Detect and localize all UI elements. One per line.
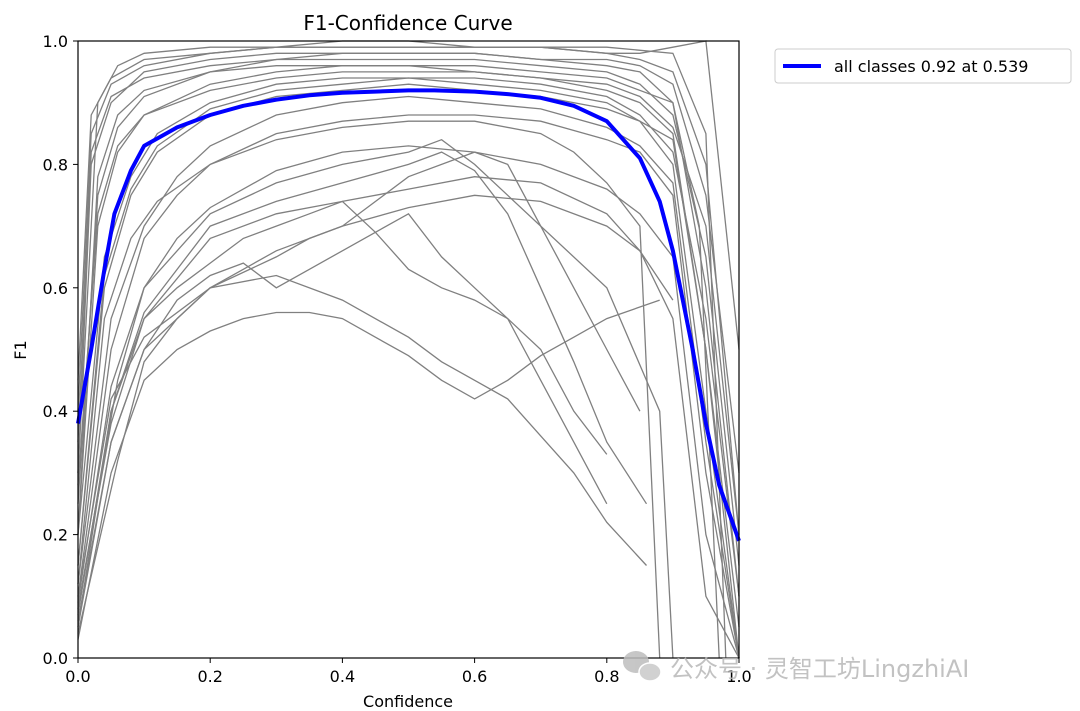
x-tick-label: 0.8: [594, 667, 619, 686]
y-tick-label: 0.2: [43, 526, 68, 545]
class-curve-14: [77, 200, 608, 609]
class-curve-21: [77, 77, 740, 659]
x-axis-label: Confidence: [363, 692, 453, 711]
all-classes-curve-group: [76, 88, 741, 542]
x-tick-label: 1.0: [726, 667, 751, 686]
class-curve-16: [77, 138, 641, 603]
y-tick-label: 0.4: [43, 402, 68, 421]
chart-title: F1-Confidence Curve: [303, 11, 512, 35]
all-classes-curve: [76, 88, 741, 542]
class-curve-3: [77, 58, 740, 566]
wechat-icon: [623, 651, 662, 682]
x-tick-label: 0.0: [65, 667, 90, 686]
y-axis-label: F1: [11, 340, 30, 359]
class-curve-4: [77, 52, 740, 473]
y-tick-label: 1.0: [43, 32, 68, 51]
legend-label-all-classes: all classes 0.92 at 0.539: [834, 57, 1028, 76]
class-curve-8: [77, 95, 740, 659]
class-curve-11: [77, 299, 660, 640]
class-curve-5: [77, 83, 740, 659]
class-curve-24: [77, 71, 740, 535]
class-curve-15: [77, 151, 648, 615]
x-axis-ticks: 0.0 0.2 0.4 0.6 0.8 1.0: [65, 658, 752, 686]
class-curve-19: [77, 46, 727, 659]
class-curve-13: [77, 274, 647, 597]
legend: all classes 0.92 at 0.539: [774, 48, 1072, 84]
legend-box: [774, 48, 1072, 84]
per-class-curves: [77, 40, 740, 659]
class-curve-22: [77, 194, 674, 634]
y-tick-label: 0.6: [43, 279, 68, 298]
y-axis-ticks: 0.0 0.2 0.4 0.6 0.8 1.0: [43, 32, 78, 668]
watermark: 公众号 · 灵智工坊LingzhiAI: [623, 651, 969, 683]
y-tick-label: 0.0: [43, 649, 68, 668]
x-tick-label: 0.4: [330, 667, 355, 686]
class-curve-7: [77, 114, 740, 659]
plot-frame: [77, 40, 740, 659]
x-tick-label: 0.6: [462, 667, 487, 686]
class-curve-12: [77, 212, 608, 622]
class-curve-17: [77, 151, 674, 659]
x-tick-label: 0.2: [197, 667, 222, 686]
class-curve-18: [77, 120, 661, 659]
watermark-text: 公众号 · 灵智工坊LingzhiAI: [670, 655, 969, 683]
y-tick-label: 0.8: [43, 155, 68, 174]
class-curve-9: [77, 145, 740, 659]
class-curve-20: [77, 65, 720, 659]
